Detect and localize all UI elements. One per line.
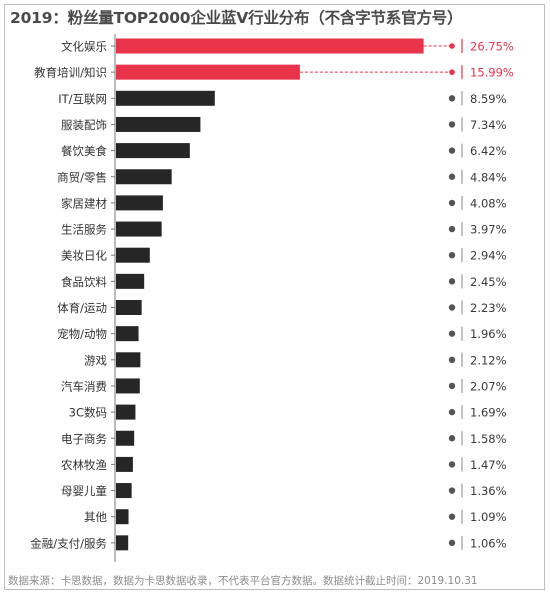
- category-label: IT/互联网: [58, 92, 107, 106]
- value-label: 1.36%: [470, 484, 507, 498]
- leader-dot: [448, 513, 456, 520]
- value-label: 1.09%: [470, 510, 507, 524]
- leader-dot: [448, 487, 456, 494]
- category-label: 教育培训/知识: [34, 66, 107, 80]
- category-label: 电子商务: [61, 432, 107, 446]
- bar: [116, 116, 201, 132]
- category-label: 食品饮料: [61, 275, 107, 289]
- category-label: 其他: [84, 510, 107, 524]
- value-label: 3.97%: [470, 223, 507, 237]
- value-label: 2.94%: [470, 249, 507, 263]
- leader-dot: [448, 147, 456, 154]
- category-label: 商贸/零售: [57, 170, 107, 184]
- category-label: 金融/支付/服务: [30, 536, 107, 550]
- leader-dot: [449, 43, 455, 49]
- value-label: 7.34%: [470, 118, 507, 132]
- bar: [116, 326, 139, 342]
- leader-dot: [448, 435, 456, 442]
- bar: [116, 483, 132, 499]
- category-label: 母婴儿童: [61, 484, 107, 498]
- value-label: 1.47%: [470, 458, 507, 472]
- value-label: 8.59%: [470, 92, 507, 106]
- value-label: 1.06%: [470, 536, 507, 550]
- leader-dot: [448, 304, 456, 311]
- bar: [116, 247, 150, 263]
- bar: [116, 169, 172, 185]
- value-label: 4.08%: [470, 196, 507, 210]
- bar: [116, 378, 140, 394]
- value-label: 1.69%: [470, 406, 507, 420]
- value-label: 2.07%: [470, 379, 507, 393]
- bar: [116, 300, 142, 315]
- leader-dot: [448, 95, 456, 102]
- leader-dot: [448, 225, 456, 233]
- source-note: 数据来源：卡思数据，数据为卡思数据收录，不代表平台官方数据。数据统计截止时间：2…: [8, 575, 478, 587]
- bar: [116, 64, 300, 80]
- value-label: 15.99%: [470, 66, 514, 80]
- leader-dot: [448, 278, 456, 285]
- leader-dot: [448, 330, 456, 337]
- chart-title: 2019：粉丝量TOP2000企业蓝V行业分布（不含字节系官方号）: [10, 9, 463, 27]
- category-label: 游戏: [84, 353, 107, 367]
- leader-dot: [448, 252, 456, 259]
- bar: [116, 430, 135, 446]
- bar: [116, 38, 424, 54]
- bar: [116, 404, 136, 420]
- category-label: 3C数码: [69, 406, 107, 420]
- leader-dot: [448, 121, 456, 128]
- bar: [116, 273, 145, 289]
- leader-dot: [448, 382, 456, 390]
- category-label: 家居建材: [61, 196, 107, 210]
- value-label: 2.12%: [470, 353, 507, 367]
- value-label: 4.84%: [470, 170, 507, 184]
- bar: [116, 90, 215, 106]
- category-label: 服装配饰: [61, 118, 107, 132]
- value-label: 26.75%: [470, 40, 514, 54]
- bar: [116, 509, 129, 525]
- category-label: 宠物/动物: [57, 327, 107, 341]
- category-label: 餐饮美食: [61, 144, 107, 158]
- leader-dot: [448, 199, 456, 207]
- value-label: 2.45%: [470, 275, 507, 289]
- bar: [116, 221, 162, 237]
- leader-dot: [449, 69, 455, 75]
- leader-dot: [448, 356, 456, 363]
- category-label: 农林牧渔: [61, 458, 107, 472]
- bar: [116, 352, 141, 368]
- category-label: 美妆日化: [61, 249, 107, 263]
- category-label: 汽车消费: [61, 379, 107, 393]
- value-label: 2.23%: [470, 301, 507, 315]
- leader-dot: [448, 461, 456, 468]
- category-label: 生活服务: [61, 223, 107, 237]
- leader-dot: [448, 539, 456, 547]
- leader-dot: [448, 408, 456, 416]
- category-label: 体育/运动: [57, 301, 107, 315]
- bar: [116, 143, 190, 159]
- value-label: 1.58%: [470, 432, 507, 446]
- value-label: 6.42%: [470, 144, 507, 158]
- bar: [116, 456, 133, 472]
- value-label: 1.96%: [470, 327, 507, 341]
- bar: [116, 195, 163, 211]
- category-label: 文化娱乐: [61, 40, 107, 54]
- bar: [116, 535, 129, 551]
- leader-dot: [448, 173, 456, 180]
- chart-frame: [4, 4, 545, 590]
